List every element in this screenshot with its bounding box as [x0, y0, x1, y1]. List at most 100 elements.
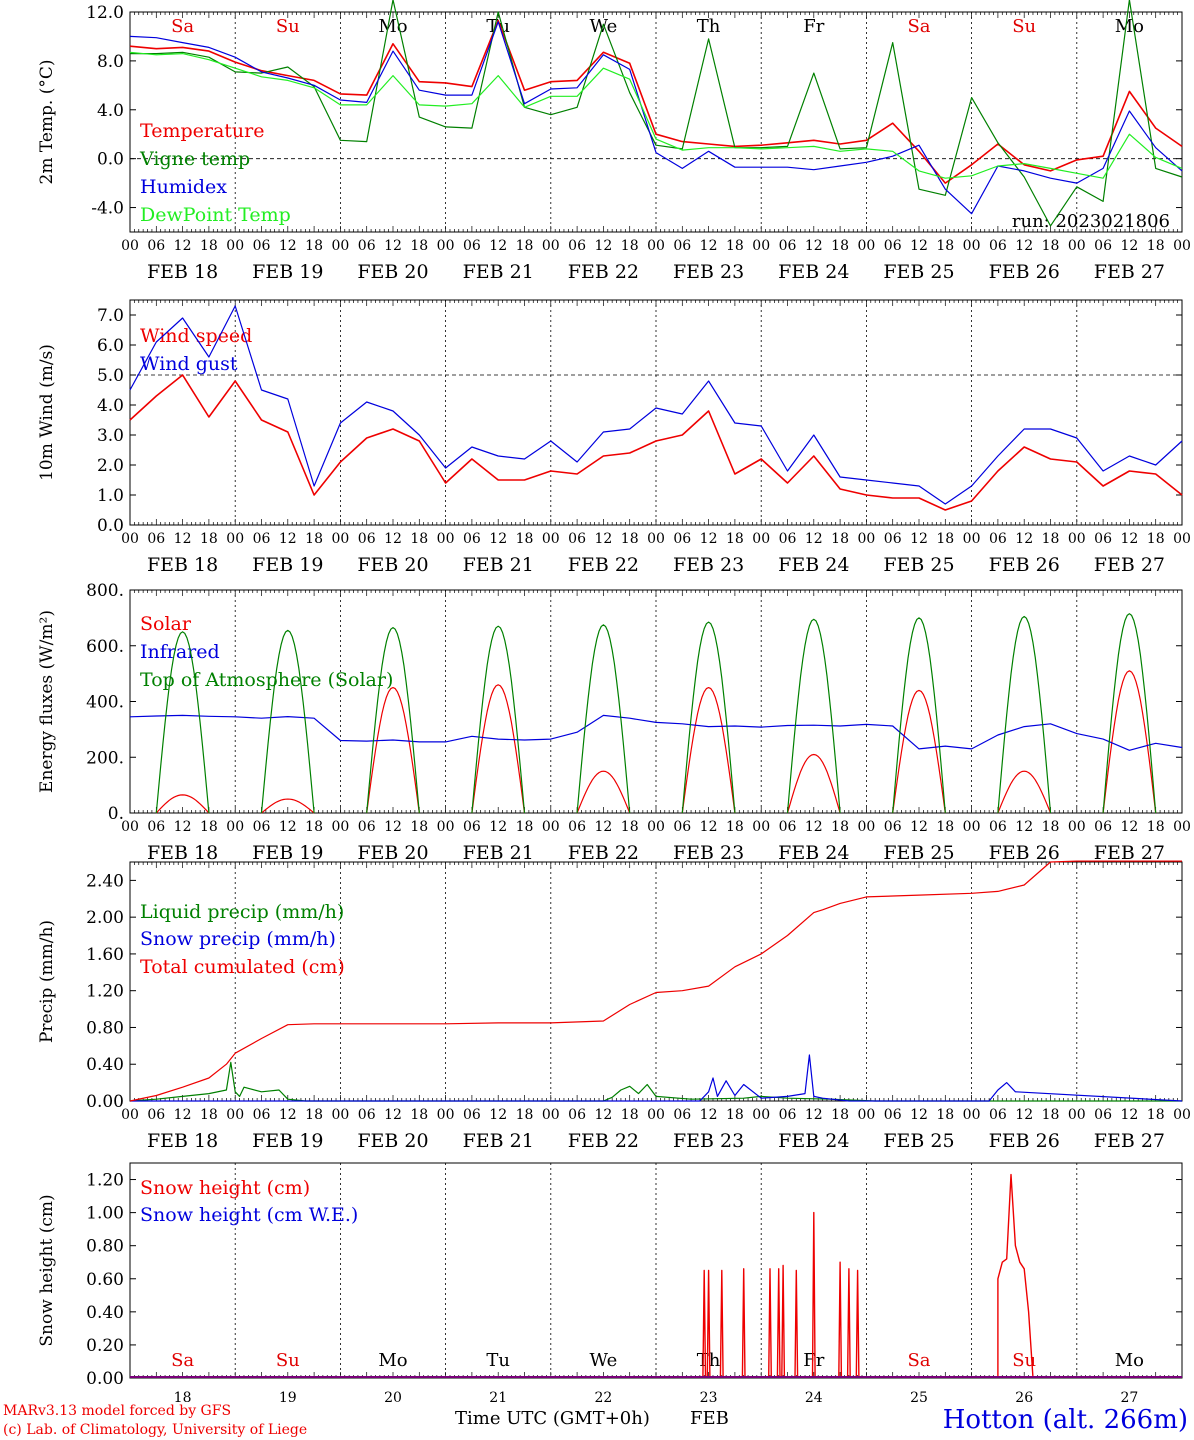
hour-label: 18 [726, 819, 744, 835]
y-axis-label: Energy fluxes (W/m²) [37, 610, 57, 793]
series-vigne-temp [130, 0, 1183, 227]
hour-label: 00 [121, 531, 139, 547]
hour-label: 12 [910, 238, 928, 254]
y-tick-label: 12.0 [86, 3, 124, 23]
series-top-of-atmosphere-solar [1102, 613, 1157, 814]
hour-label: 12 [1015, 531, 1033, 547]
hour-label: 18 [305, 1107, 323, 1123]
hour-label: 12 [174, 238, 192, 254]
series-solar [786, 753, 841, 814]
hour-label: 18 [726, 1107, 744, 1123]
series-top-of-atmosphere-solar [786, 618, 841, 814]
hour-label: 12 [384, 1107, 402, 1123]
date-label: FEB 26 [989, 842, 1060, 864]
y-tick-label: 0.00 [86, 1369, 124, 1389]
hour-label: 06 [568, 819, 586, 835]
hour-label: 00 [331, 1107, 349, 1123]
hour-label: 06 [673, 819, 691, 835]
hour-label: 06 [568, 531, 586, 547]
hour-label: 06 [463, 1107, 481, 1123]
date-label: FEB 23 [673, 1130, 744, 1152]
date-label: FEB 20 [357, 261, 428, 283]
series-snow-height-cm [855, 1269, 860, 1379]
day-name: Fr [803, 16, 824, 37]
series-snow-height-cm [706, 1269, 711, 1379]
hour-label: 00 [963, 1107, 981, 1123]
hour-label: 18 [1147, 1107, 1165, 1123]
hour-label: 06 [147, 238, 165, 254]
hour-label: 18 [621, 819, 639, 835]
hour-label: 18 [831, 531, 849, 547]
date-label: FEB 19 [252, 554, 323, 576]
day-name: We [590, 16, 618, 37]
hour-label: 06 [779, 531, 797, 547]
date-label: FEB 27 [1094, 554, 1165, 576]
hour-label: 00 [121, 238, 139, 254]
date-label: FEB 20 [357, 842, 428, 864]
panel-snow: 0.00 0.20 0.40 0.60 0.80 1.00 1.20 Snow height … [37, 1162, 1183, 1406]
hour-label: 12 [700, 819, 718, 835]
hour-label: 00 [121, 1107, 139, 1123]
hour-label: 18 [1042, 238, 1060, 254]
hour-label: 06 [358, 531, 376, 547]
hour-label: 12 [1120, 819, 1138, 835]
date-label: FEB 21 [463, 554, 534, 576]
series-snow-height-cm [838, 1261, 843, 1379]
day-number: 25 [910, 1390, 928, 1406]
series-humidex [129, 21, 1183, 215]
hour-label: 18 [936, 1107, 954, 1123]
legend-entry: Snow precip (mm/h) [140, 928, 336, 950]
hour-label: 06 [253, 819, 271, 835]
day-name: Sa [907, 16, 930, 37]
day-name: Su [276, 1350, 300, 1371]
hour-label: 00 [1173, 819, 1191, 835]
series-snow-height-cm [997, 1173, 1034, 1379]
date-label: FEB 18 [147, 842, 218, 864]
hour-label: 12 [384, 819, 402, 835]
y-tick-label: 600. [86, 637, 124, 657]
date-label: FEB 26 [989, 1130, 1060, 1152]
hour-label: 00 [857, 1107, 875, 1123]
hour-label: 18 [1147, 531, 1165, 547]
footer-copyright: (c) Lab. of Climatology, University of L… [3, 1422, 307, 1438]
hour-label: 18 [305, 531, 323, 547]
date-label: FEB 26 [989, 261, 1060, 283]
hour-label: 00 [963, 819, 981, 835]
hour-label: 12 [910, 531, 928, 547]
hour-label: 06 [253, 531, 271, 547]
y-tick-label: 8.0 [97, 52, 124, 72]
y-tick-label: 1.0 [97, 486, 124, 506]
hour-label: 06 [358, 1107, 376, 1123]
panel-wind: 0.0 1.0 2.0 3.0 4.0 5.0 6.0 7.0 10m Wind (m/s) 00… [37, 299, 1191, 576]
run-annotation: run: 2023021806 [1012, 211, 1170, 232]
hour-label: 18 [1042, 1107, 1060, 1123]
hour-label: 18 [410, 531, 428, 547]
date-label: FEB 18 [147, 1130, 218, 1152]
series-dewpoint-temp [129, 51, 1183, 179]
y-tick-label: 1.00 [86, 1204, 124, 1224]
series-snow-height-cm [811, 1211, 816, 1379]
date-label: FEB 22 [568, 554, 639, 576]
series-snow-height-cm [794, 1269, 799, 1379]
hour-label: 12 [1015, 1107, 1033, 1123]
hour-label: 06 [989, 531, 1007, 547]
hour-label: 12 [384, 238, 402, 254]
series-snow-precip-mm-h [130, 1054, 1183, 1102]
panel-energy: 0. 200. 400. 600. 800. Energy fluxes (W/m²) 00… [37, 581, 1191, 864]
hour-label: 12 [279, 531, 297, 547]
date-label: FEB 26 [989, 554, 1060, 576]
series-solar [1102, 670, 1157, 814]
y-tick-label: 800. [86, 581, 124, 601]
series-top-of-atmosphere-solar [260, 629, 315, 814]
hour-label: 06 [568, 238, 586, 254]
hour-label: 18 [831, 1107, 849, 1123]
day-name: Su [1012, 16, 1036, 37]
hour-label: 06 [989, 819, 1007, 835]
date-label: FEB 22 [568, 261, 639, 283]
hour-label: 18 [410, 819, 428, 835]
hour-label: 06 [779, 1107, 797, 1123]
day-number: 20 [384, 1390, 402, 1406]
hour-label: 00 [1068, 1107, 1086, 1123]
hour-label: 18 [200, 238, 218, 254]
day-name: Tu [486, 16, 510, 37]
